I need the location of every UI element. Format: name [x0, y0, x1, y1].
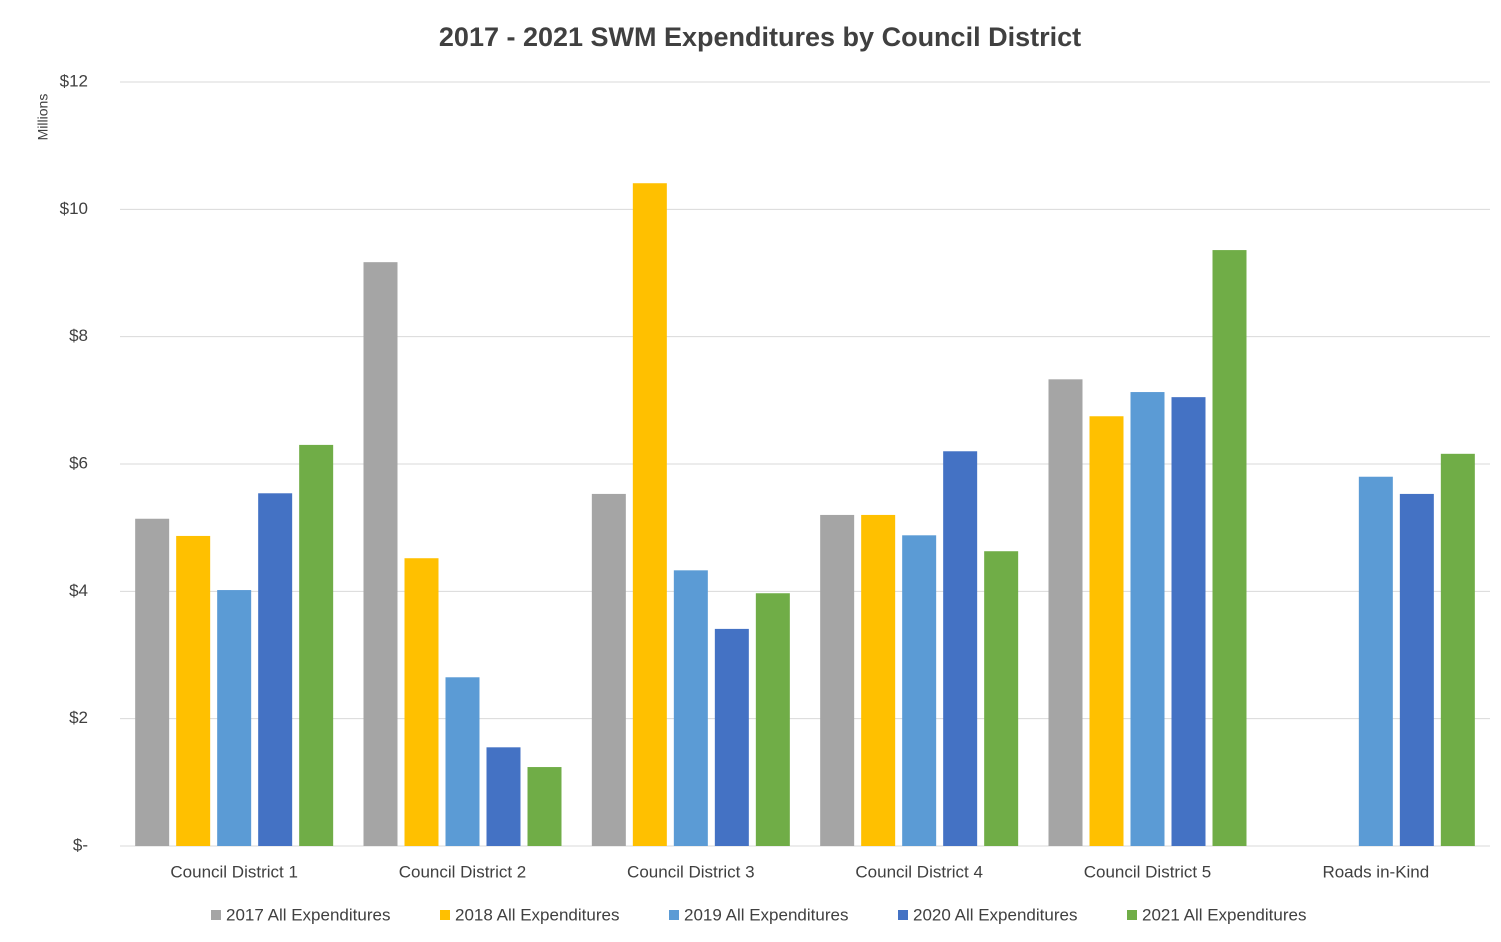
- bar: [861, 514, 896, 846]
- bar: [984, 551, 1019, 846]
- y-tick-label: $10: [60, 199, 88, 218]
- bar: [299, 444, 334, 846]
- bar: [755, 593, 790, 846]
- legend-swatch: [669, 910, 679, 920]
- bar: [820, 514, 855, 846]
- bar: [591, 493, 626, 846]
- legend-label: 2018 All Expenditures: [455, 905, 619, 924]
- legend-swatch: [211, 910, 221, 920]
- bar: [404, 558, 439, 846]
- bar: [527, 767, 562, 846]
- bar: [1440, 453, 1475, 846]
- bar: [217, 590, 252, 846]
- y-tick-label: $6: [69, 453, 88, 472]
- bar: [673, 570, 708, 846]
- bar: [902, 535, 937, 846]
- bar: [486, 747, 521, 846]
- bar: [135, 518, 170, 846]
- bar: [1399, 493, 1434, 846]
- y-tick-label: $8: [69, 326, 88, 345]
- legend-label: 2020 All Expenditures: [913, 905, 1077, 924]
- x-tick-label: Council District 2: [399, 862, 527, 881]
- legend-label: 2017 All Expenditures: [226, 905, 390, 924]
- y-axis-title: Millions: [35, 94, 51, 141]
- x-tick-label: Council District 1: [170, 862, 298, 881]
- legend-swatch: [1127, 910, 1137, 920]
- legend-swatch: [440, 910, 450, 920]
- y-tick-label: $12: [60, 71, 88, 90]
- x-tick-label: Council District 3: [627, 862, 755, 881]
- legend-label: 2021 All Expenditures: [1142, 905, 1306, 924]
- y-tick-label: $4: [69, 581, 88, 600]
- bar: [1048, 379, 1083, 846]
- chart-title: 2017 - 2021 SWM Expenditures by Council …: [439, 22, 1081, 52]
- bar: [943, 451, 978, 846]
- bar: [363, 262, 398, 847]
- legend-label: 2019 All Expenditures: [684, 905, 848, 924]
- x-tick-label: Council District 4: [855, 862, 983, 881]
- bar: [632, 183, 667, 847]
- bar: [1358, 476, 1393, 846]
- bar: [1089, 416, 1124, 846]
- bar: [1171, 397, 1206, 846]
- x-tick-label: Roads in-Kind: [1322, 862, 1429, 881]
- y-tick-label: $2: [69, 708, 88, 727]
- x-tick-label: Council District 5: [1084, 862, 1212, 881]
- legend-swatch: [898, 910, 908, 920]
- bar: [445, 677, 480, 846]
- bar: [1130, 392, 1165, 846]
- bar: [258, 493, 293, 846]
- bar: [1212, 250, 1247, 846]
- bar: [714, 628, 749, 846]
- y-tick-label: $-: [73, 835, 88, 854]
- bar: [176, 535, 211, 846]
